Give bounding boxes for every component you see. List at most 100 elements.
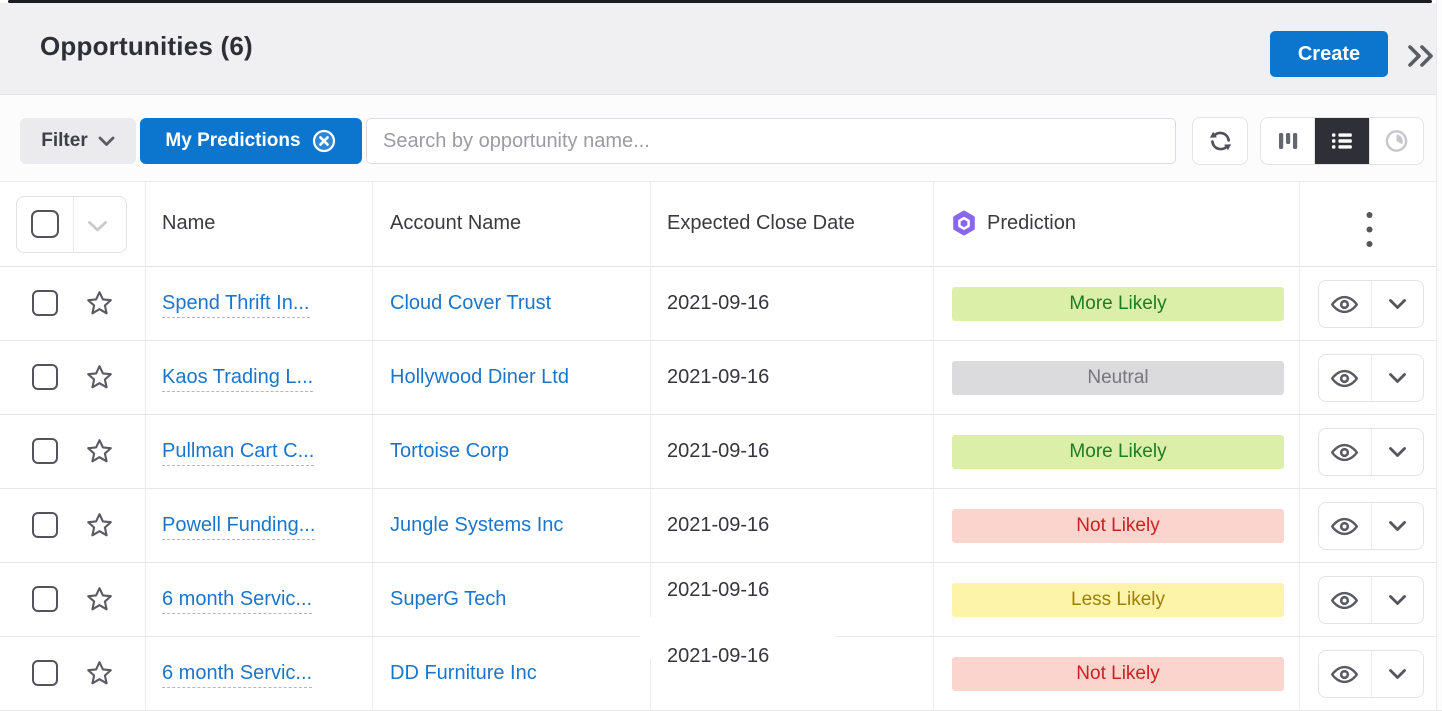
row-actions (1318, 502, 1424, 550)
active-filter-pill[interactable]: My Predictions (140, 118, 362, 164)
close-date: 2021-09-16 (667, 366, 770, 388)
preview-button[interactable] (1319, 651, 1372, 697)
column-divider (933, 182, 934, 710)
account-name-link[interactable]: Hollywood Diner Ltd (390, 366, 569, 388)
row-checkbox[interactable] (32, 660, 58, 686)
row-menu-button[interactable] (1372, 281, 1424, 327)
preview-button[interactable] (1319, 355, 1372, 401)
row-checkbox[interactable] (32, 586, 58, 612)
refresh-button[interactable] (1192, 117, 1248, 165)
close-date: 2021-09-16 (667, 292, 770, 314)
kanban-icon (1278, 133, 1297, 149)
column-header-name[interactable]: Name (162, 212, 216, 234)
chevron-down-icon (1388, 299, 1406, 309)
eye-icon (1331, 295, 1359, 313)
column-divider (1299, 182, 1300, 710)
double-chevron-right-icon[interactable] (1406, 43, 1436, 69)
table-row: Spend Thrift In... Cloud Cover Trust 202… (0, 267, 1442, 341)
view-toggle-group (1260, 117, 1424, 165)
row-menu-button[interactable] (1372, 355, 1424, 401)
preview-button[interactable] (1319, 281, 1372, 327)
filter-dropdown[interactable]: Filter (20, 118, 136, 164)
clock-icon (1385, 130, 1408, 152)
column-header-account[interactable]: Account Name (390, 212, 522, 234)
column-divider (650, 182, 651, 710)
prediction-badge: Not Likely (952, 509, 1284, 543)
select-all-checkbox[interactable] (31, 210, 59, 238)
column-divider (145, 182, 146, 710)
remove-filter-icon[interactable] (311, 128, 337, 154)
table-settings-kebab-icon[interactable] (1362, 207, 1377, 257)
opportunity-name-link[interactable]: Powell Funding... (162, 514, 316, 540)
account-name-link[interactable]: Cloud Cover Trust (390, 292, 552, 314)
list-view-toggle[interactable] (1315, 118, 1370, 164)
opportunity-name-link[interactable]: Kaos Trading L... (162, 366, 314, 392)
table-header: Name Account Name Expected Close Date Pr… (0, 182, 1442, 267)
chevron-down-icon (1388, 521, 1406, 531)
account-name-link[interactable]: DD Furniture Inc (390, 662, 537, 684)
opportunity-name-link[interactable]: Spend Thrift In... (162, 292, 310, 318)
chevron-down-icon (1388, 373, 1406, 383)
table-row: Powell Funding... Jungle Systems Inc 202… (0, 489, 1442, 563)
row-checkbox[interactable] (32, 290, 58, 316)
row-actions (1318, 280, 1424, 328)
chevron-down-icon (1388, 669, 1406, 679)
active-filter-label: My Predictions (165, 130, 301, 151)
column-header-close-date[interactable]: Expected Close Date (667, 212, 855, 234)
prediction-badge: Less Likely (952, 583, 1284, 617)
row-actions (1318, 354, 1424, 402)
favorite-star-icon[interactable] (85, 585, 114, 613)
favorite-star-icon[interactable] (85, 437, 114, 465)
prediction-badge: Neutral (952, 361, 1284, 395)
prediction-badge: More Likely (952, 435, 1284, 469)
preview-button[interactable] (1319, 429, 1372, 475)
row-checkbox[interactable] (32, 512, 58, 538)
eye-icon (1331, 369, 1359, 387)
date-hover-highlight (640, 617, 836, 659)
eye-icon (1331, 517, 1359, 535)
prediction-badge: Not Likely (952, 657, 1284, 691)
row-menu-button[interactable] (1372, 429, 1424, 475)
close-date: 2021-09-16 (667, 514, 770, 536)
chevron-down-icon (1388, 595, 1406, 605)
select-menu-chevron-icon[interactable] (87, 220, 108, 233)
favorite-star-icon[interactable] (85, 363, 114, 391)
row-actions (1318, 650, 1424, 698)
opportunity-name-link[interactable]: Pullman Cart C... (162, 440, 315, 466)
favorite-star-icon[interactable] (85, 289, 114, 317)
close-date: 2021-09-16 (667, 440, 770, 462)
history-view-toggle[interactable] (1370, 118, 1423, 164)
filter-label: Filter (41, 130, 88, 151)
row-menu-button[interactable] (1372, 577, 1424, 623)
scrollbar-track[interactable] (1436, 0, 1442, 710)
create-button[interactable]: Create (1270, 31, 1388, 77)
account-name-link[interactable]: Tortoise Corp (390, 440, 509, 462)
select-all-control (16, 196, 127, 253)
row-actions (1318, 576, 1424, 624)
kanban-view-toggle[interactable] (1261, 118, 1316, 164)
module-header: Opportunities (6) Create (0, 3, 1442, 95)
search-input[interactable] (366, 118, 1176, 164)
table-row: 6 month Servic... DD Furniture Inc 2021-… (0, 617, 1442, 711)
account-name-link[interactable]: Jungle Systems Inc (390, 514, 564, 536)
row-menu-button[interactable] (1372, 503, 1424, 549)
favorite-star-icon[interactable] (85, 511, 114, 539)
chevron-down-icon (98, 136, 115, 146)
filter-toolbar: Filter My Predictions (0, 95, 1442, 182)
favorite-star-icon[interactable] (85, 659, 114, 687)
preview-button[interactable] (1319, 577, 1372, 623)
list-icon (1331, 133, 1352, 149)
account-name-link[interactable]: SuperG Tech (390, 588, 507, 610)
preview-button[interactable] (1319, 503, 1372, 549)
opportunity-name-link[interactable]: 6 month Servic... (162, 588, 313, 614)
refresh-icon (1209, 131, 1231, 151)
row-menu-button[interactable] (1372, 651, 1424, 697)
prediction-badge: More Likely (952, 287, 1284, 321)
column-header-prediction[interactable]: Prediction (987, 212, 1076, 234)
opportunity-name-link[interactable]: 6 month Servic... (162, 662, 313, 688)
eye-icon (1331, 443, 1359, 461)
top-chrome-line (8, 0, 1432, 3)
row-checkbox[interactable] (32, 364, 58, 390)
row-checkbox[interactable] (32, 438, 58, 464)
